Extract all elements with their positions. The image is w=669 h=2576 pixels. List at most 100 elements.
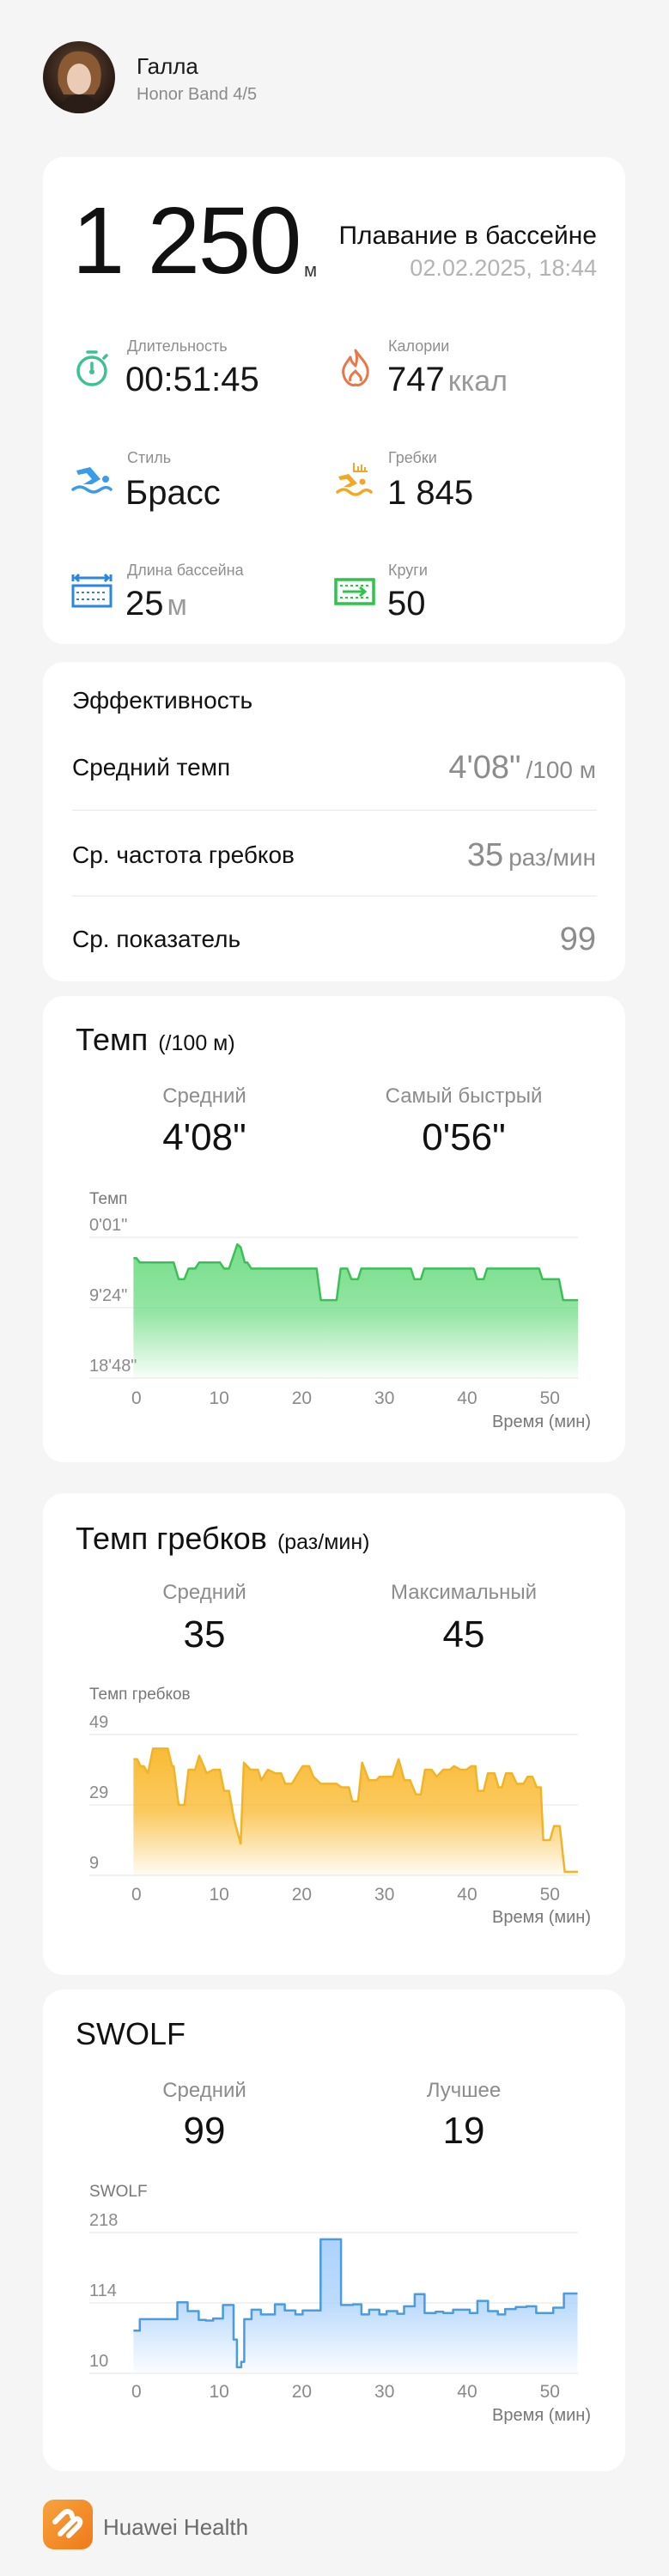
y-tick-label: 0'01" bbox=[89, 1216, 127, 1235]
style-value: Брасс bbox=[125, 474, 221, 512]
y-axis-label: Темп bbox=[89, 1190, 127, 1208]
x-tick-label: 10 bbox=[209, 1885, 228, 1905]
x-axis-label: Время (мин) bbox=[492, 1413, 591, 1431]
pool-length-value: 25 bbox=[125, 585, 164, 623]
divider bbox=[72, 810, 597, 811]
pace-fastest-value: 0'56" bbox=[422, 1116, 506, 1158]
x-tick-label: 50 bbox=[540, 1388, 560, 1408]
swolf-best-value: 19 bbox=[442, 2110, 485, 2152]
pace-title: Темп (/100 м) bbox=[76, 1022, 235, 1058]
x-tick-label: 0 bbox=[131, 1388, 142, 1408]
y-tick-label: 29 bbox=[89, 1783, 108, 1802]
pace-fastest-label: Самый быстрый bbox=[385, 1084, 543, 1108]
activity-datetime: 02.02.2025, 18:44 bbox=[410, 255, 597, 281]
title-text: Темп гребков bbox=[76, 1521, 267, 1556]
y-tick-label: 10 bbox=[89, 2352, 108, 2371]
stroke-rate-title: Темп гребков (раз/мин) bbox=[76, 1521, 369, 1557]
x-tick-label: 40 bbox=[457, 1388, 477, 1408]
summary-card bbox=[43, 157, 625, 644]
metric-label: Стиль bbox=[127, 449, 172, 466]
x-tick-label: 0 bbox=[131, 1885, 142, 1905]
value-text: 35 bbox=[466, 837, 504, 873]
y-tick-label: 114 bbox=[89, 2281, 117, 2300]
stroke-rate-chart: Темп гребков 49 29 9 0 10 20 30 40 50 Время (мин) bbox=[89, 1686, 591, 1927]
avg-swolf-value: 99 bbox=[560, 921, 596, 958]
device-name: Honor Band 4/5 bbox=[137, 85, 258, 104]
subtitle-text: (раз/мин) bbox=[277, 1530, 370, 1554]
series-area bbox=[133, 2239, 578, 2373]
swolf-title: SWOLF bbox=[76, 2016, 186, 2051]
x-tick-label: 40 bbox=[457, 1885, 477, 1905]
swolf-avg-label: Средний bbox=[162, 2079, 246, 2102]
activity-title: Плавание в бассейне bbox=[338, 222, 597, 250]
swolf-best-label: Лучшее bbox=[426, 2079, 502, 2102]
unit-text: раз/мин bbox=[508, 844, 596, 871]
metric-label: Гребки bbox=[388, 449, 437, 466]
x-tick-label: 10 bbox=[209, 1388, 228, 1408]
x-tick-label: 50 bbox=[540, 2382, 560, 2402]
efficiency-title: Эффективность bbox=[72, 687, 253, 714]
unit-text: /100 м bbox=[526, 756, 596, 783]
pool-length-unit: м bbox=[167, 589, 187, 622]
metric-value: 00:51:45 bbox=[125, 361, 259, 399]
stroke-avg-value: 35 bbox=[183, 1613, 226, 1656]
x-axis-label: Время (мин) bbox=[492, 2406, 591, 2425]
calories-value: 747 bbox=[387, 361, 445, 398]
avg-pace-label: Средний темп bbox=[72, 754, 231, 781]
calories-unit: ккал bbox=[447, 365, 508, 398]
pool-length-icon bbox=[71, 573, 113, 608]
metric-label: Длительность bbox=[127, 337, 228, 355]
swolf-chart: SWOLF 218 114 10 0 10 20 30 40 50 Время (мин) bbox=[89, 2183, 591, 2425]
y-axis-label: Темп гребков bbox=[89, 1686, 191, 1704]
distance-unit: м bbox=[304, 259, 318, 281]
avg-swolf-label: Ср. показатель bbox=[72, 926, 241, 952]
swolf-avg-value: 99 bbox=[183, 2110, 226, 2152]
distance-value: 1 250 bbox=[72, 188, 301, 294]
x-axis-label: Время (мин) bbox=[492, 1908, 591, 1927]
y-tick-label: 18'48" bbox=[89, 1357, 137, 1376]
laps-icon bbox=[334, 578, 375, 605]
series-area bbox=[133, 1748, 578, 1875]
duration-value: 00:51:45 bbox=[125, 361, 259, 398]
y-axis-label: SWOLF bbox=[89, 2183, 148, 2201]
user-name: Галла bbox=[137, 53, 198, 79]
y-tick-label: 9 bbox=[89, 1854, 99, 1873]
pace-chart: Темп 0'01" 9'24" 18'48" 0 10 20 30 40 50 Время (ми… bbox=[89, 1190, 591, 1431]
series-line bbox=[133, 1747, 578, 1874]
x-tick-label: 30 bbox=[374, 1885, 394, 1905]
x-tick-label: 20 bbox=[292, 2382, 312, 2402]
series-line bbox=[133, 2238, 578, 2369]
stroke-avg-label: Средний bbox=[162, 1581, 246, 1604]
strokes-value: 1 845 bbox=[387, 474, 474, 512]
efficiency-card bbox=[43, 662, 625, 981]
swim-strokes-icon bbox=[336, 463, 373, 496]
x-tick-label: 10 bbox=[209, 2382, 228, 2402]
pace-avg-label: Средний bbox=[162, 1084, 246, 1108]
x-tick-label: 30 bbox=[374, 1388, 394, 1408]
pace-avg-value: 4'08" bbox=[162, 1116, 246, 1158]
metric-label: Калории bbox=[388, 337, 450, 355]
flame-icon bbox=[342, 349, 369, 386]
x-tick-label: 30 bbox=[374, 2382, 394, 2402]
x-tick-label: 20 bbox=[292, 1885, 312, 1905]
laps-value: 50 bbox=[387, 585, 426, 623]
x-tick-label: 20 bbox=[292, 1388, 312, 1408]
stopwatch-icon bbox=[76, 350, 108, 386]
x-tick-label: 0 bbox=[131, 2382, 142, 2402]
app-name: Huawei Health bbox=[103, 2514, 249, 2540]
swimmer-icon bbox=[71, 467, 113, 494]
pace-card bbox=[43, 996, 625, 1462]
value-text: 99 bbox=[559, 921, 596, 957]
metric-label: Круги bbox=[388, 562, 428, 579]
x-tick-label: 50 bbox=[540, 1885, 560, 1905]
swolf-card bbox=[43, 1990, 625, 2471]
avg-pace-value: 4'08"/100 м bbox=[448, 750, 596, 787]
avatar[interactable] bbox=[43, 41, 115, 113]
y-tick-label: 9'24" bbox=[89, 1286, 127, 1305]
avg-stroke-rate-label: Ср. частота гребков bbox=[72, 841, 295, 868]
x-tick-label: 40 bbox=[457, 2382, 477, 2402]
stroke-max-label: Максимальный bbox=[390, 1581, 538, 1604]
stroke-max-value: 45 bbox=[442, 1613, 485, 1656]
subtitle-text: (/100 м) bbox=[158, 1031, 235, 1055]
series-line bbox=[133, 1242, 578, 1302]
